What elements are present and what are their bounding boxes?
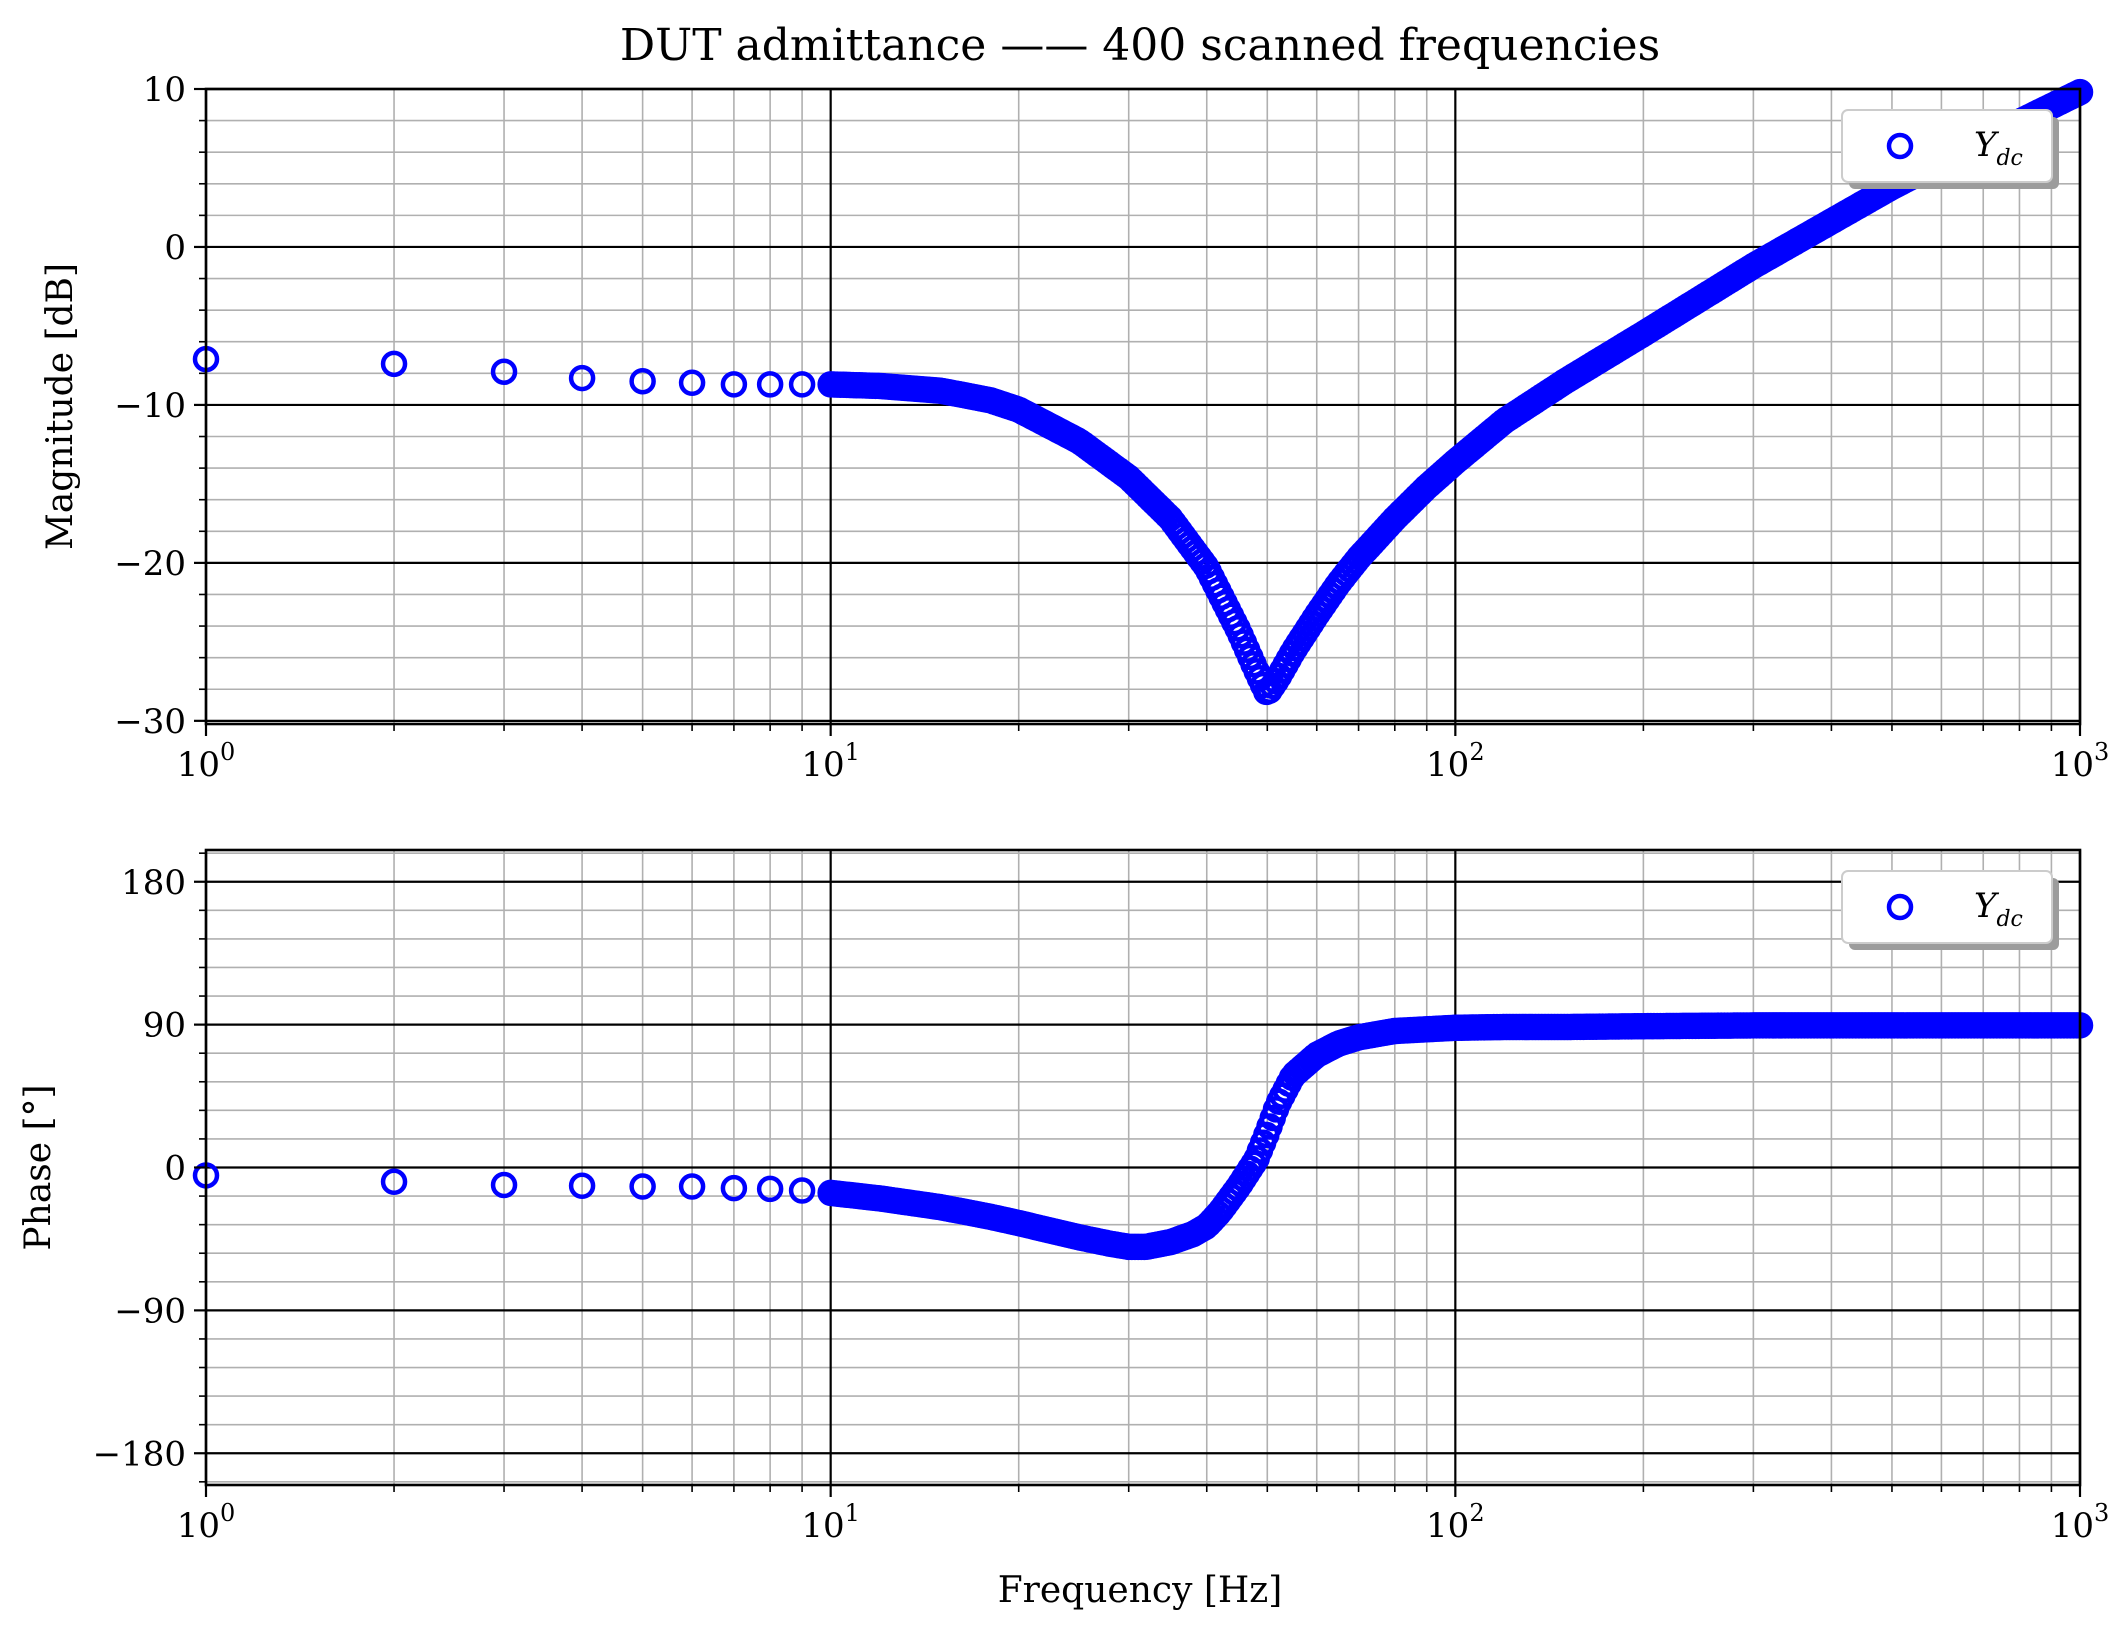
- magnitude-data-points: [192, 78, 2094, 706]
- minor-gridlines: [206, 89, 2080, 724]
- x-tick-label: 101: [801, 1499, 860, 1546]
- magnitude-y-axis-label: Magnitude [dB]: [40, 263, 81, 550]
- data-point: [720, 1174, 748, 1202]
- y-tick-label: 10: [143, 70, 186, 110]
- data-point: [678, 369, 706, 397]
- data-point: [788, 1177, 816, 1204]
- magnitude-legend: Ydc: [1841, 109, 2059, 189]
- x-axis-label: Frequency [Hz]: [998, 1570, 1283, 1611]
- chart-title: DUT admittance —— 400 scanned frequencie…: [620, 20, 1660, 71]
- legend-box: [1841, 870, 2053, 944]
- phase-data-points: [192, 1012, 2094, 1261]
- legend-box: [1841, 109, 2053, 183]
- y-tick-labels: 10 0 −10 −20 −30: [114, 70, 186, 742]
- phase-legend: Ydc: [1841, 870, 2059, 950]
- legend-label: Ydc: [1974, 886, 2023, 932]
- y-tick-label: −20: [114, 544, 186, 584]
- y-tick-label: −30: [114, 702, 186, 742]
- legend-marker: [1886, 893, 1914, 921]
- data-point: [380, 1168, 408, 1196]
- y-tick-label: 90: [143, 1006, 186, 1046]
- y-tick-label: 0: [164, 228, 186, 268]
- x-tick-label: 100: [177, 738, 236, 785]
- data-point: [490, 358, 518, 385]
- data-point: [678, 1173, 706, 1200]
- y-tick-label: −180: [93, 1434, 186, 1474]
- x-tick-label: 100: [177, 1499, 236, 1546]
- x-tick-label: 103: [2051, 738, 2110, 785]
- phase-subplot: 100 101 102 103 180 90 0 −90 −180 Ydc Phase [°]: [18, 848, 2110, 1546]
- data-point: [720, 371, 748, 398]
- x-tick-labels: 100 101 102 103: [177, 738, 2110, 785]
- data-point: [380, 350, 408, 378]
- x-tick-labels: 100 101 102 103: [177, 1499, 2110, 1546]
- data-point: [629, 1173, 656, 1200]
- legend-label: Ydc: [1974, 125, 2023, 171]
- data-point: [568, 1172, 596, 1200]
- axes-frame: [204, 87, 2082, 726]
- data-point: [756, 371, 784, 398]
- y-tick-label: 180: [121, 863, 186, 903]
- x-tick-label: 101: [801, 738, 860, 785]
- y-tick-labels: 180 90 0 −90 −180: [93, 863, 186, 1475]
- plot-area: [206, 89, 2080, 724]
- data-point: [490, 1171, 518, 1199]
- x-tick-label: 102: [1426, 738, 1485, 785]
- data-point: [629, 367, 656, 395]
- y-tick-label: −90: [114, 1291, 186, 1331]
- data-point: [788, 371, 816, 398]
- magnitude-subplot: 100 101 102 103 100−10−20−30 Ydc Magnitude …: [40, 70, 2109, 785]
- data-point: [568, 364, 596, 392]
- legend-marker: [1886, 132, 1914, 160]
- data-point: [756, 1175, 784, 1203]
- x-tick-label: 102: [1426, 1499, 1485, 1546]
- y-tick-label: 0: [164, 1149, 186, 1189]
- x-tick-label: 103: [2051, 1499, 2110, 1546]
- axes-frame: [204, 848, 2082, 1487]
- phase-y-axis-label: Phase [°]: [18, 1084, 59, 1250]
- y-tick-label: −10: [114, 386, 186, 426]
